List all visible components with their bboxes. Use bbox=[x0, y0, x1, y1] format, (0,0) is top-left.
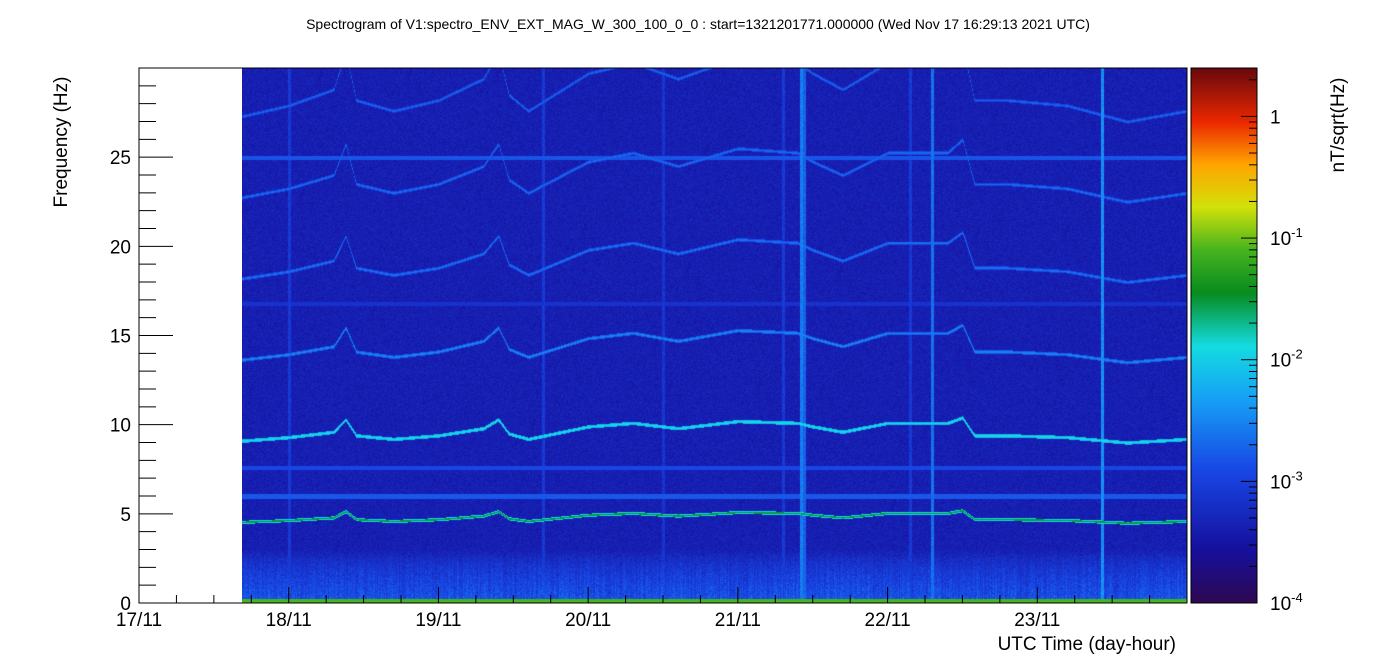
colorbar-label: nT/sqrt(Hz) bbox=[1328, 78, 1349, 173]
x-tick-label: 18/11 bbox=[266, 610, 312, 631]
y-axis-ticks: 0 5 10 15 20 25 bbox=[110, 85, 173, 615]
x-tick-label: 21/11 bbox=[715, 610, 761, 631]
x-axis-label: UTC Time (day-hour) bbox=[998, 634, 1176, 655]
y-axis-label: Frequency (Hz) bbox=[51, 77, 72, 208]
y-tick-label: 20 bbox=[110, 237, 131, 258]
x-tick-label: 20/11 bbox=[565, 610, 611, 631]
x-tick-label: 19/11 bbox=[415, 610, 461, 631]
colorbar-canvas bbox=[1191, 68, 1257, 603]
colorbar-tick-label: 1 bbox=[1270, 107, 1281, 128]
y-tick-label: 15 bbox=[110, 327, 131, 348]
y-tick-label: 25 bbox=[110, 148, 131, 169]
x-tick-label: 23/11 bbox=[1014, 610, 1060, 631]
y-tick-label: 10 bbox=[110, 416, 131, 437]
chart-title: Spectrogram of V1:spectro_ENV_EXT_MAG_W_… bbox=[306, 16, 1090, 32]
colorbar-ticks: 1 10-1 10-2 10-3 10-4 bbox=[1241, 79, 1303, 615]
colorbar-tick-label: 10-4 bbox=[1270, 590, 1303, 615]
x-tick-label: 17/11 bbox=[116, 610, 162, 631]
x-axis-ticks: 17/11 18/11 19/11 20/11 21/11 22/11 23/11 bbox=[116, 587, 1188, 631]
spectrogram-canvas bbox=[242, 68, 1187, 603]
colorbar bbox=[1191, 68, 1257, 603]
colorbar-frame bbox=[1190, 67, 1258, 604]
y-tick-label: 0 bbox=[120, 594, 131, 615]
x-tick-label: 22/11 bbox=[865, 610, 911, 631]
colorbar-tick-label: 10-3 bbox=[1270, 468, 1303, 493]
y-tick-label: 5 bbox=[120, 505, 131, 526]
spectrogram-heatmap bbox=[242, 68, 1187, 603]
colorbar-tick-label: 10-2 bbox=[1270, 347, 1303, 372]
colorbar-tick-label: 10-1 bbox=[1270, 225, 1303, 250]
